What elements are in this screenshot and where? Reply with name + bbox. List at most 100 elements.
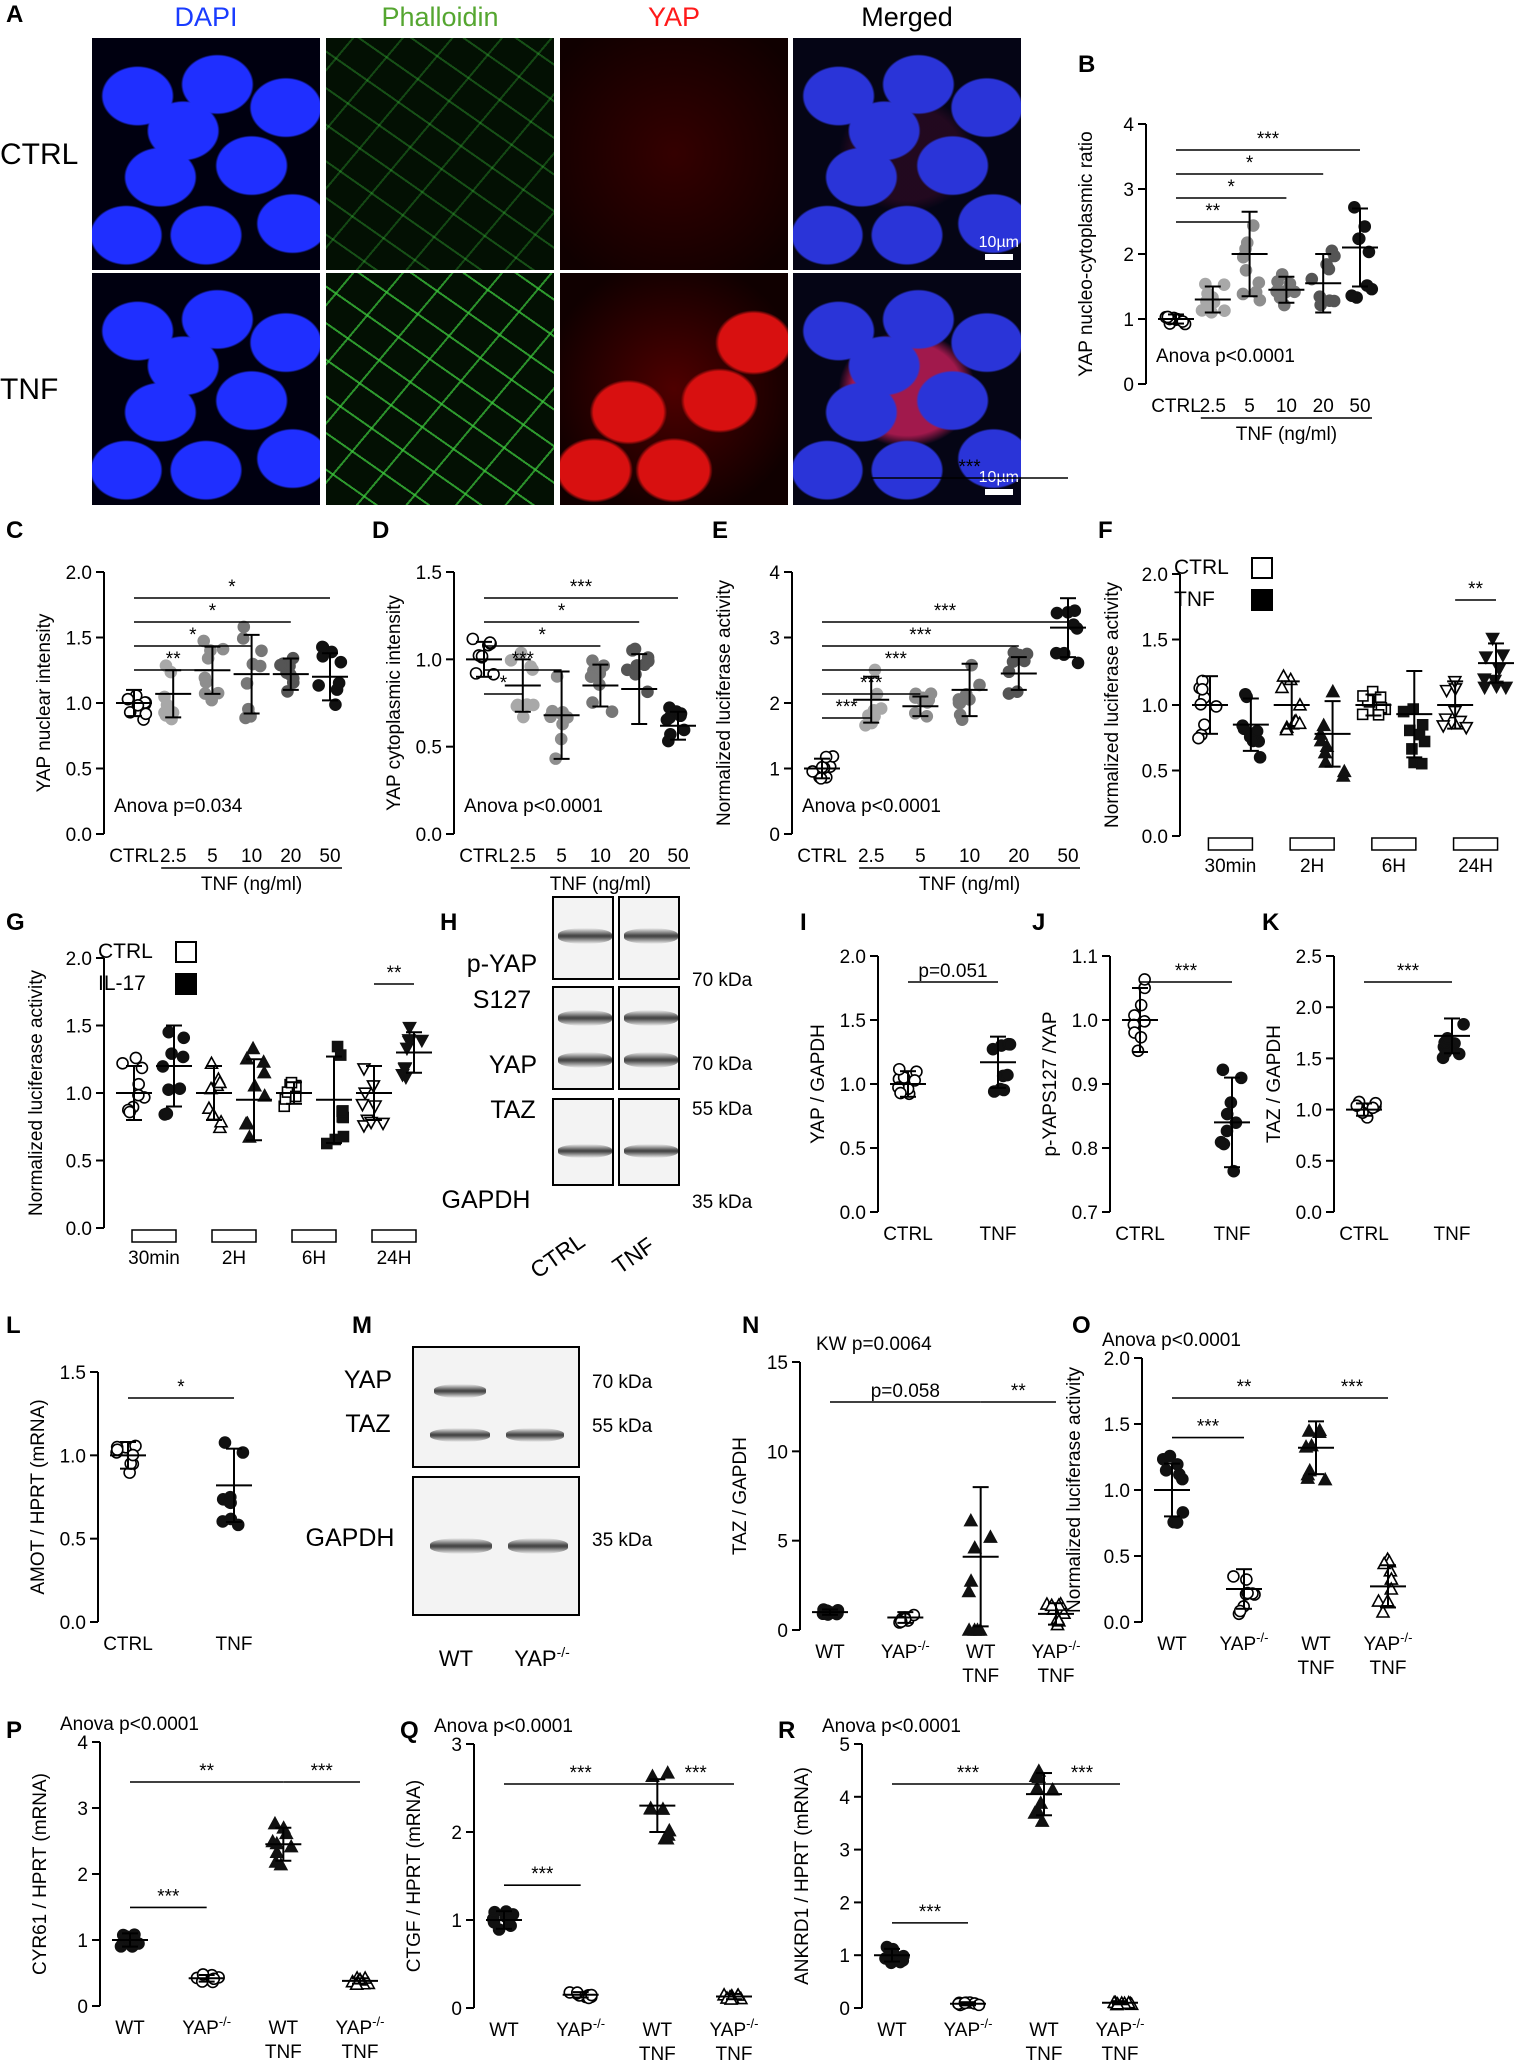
y-tick-label: 3: [839, 1841, 850, 1862]
data-point: [1375, 1604, 1391, 1618]
data-point: [1416, 719, 1429, 731]
data-point: [1240, 1573, 1253, 1586]
data-point: [256, 1054, 272, 1068]
channel-label-yap: YAP: [648, 2, 700, 32]
data-point: [963, 1512, 979, 1527]
x-tick-label: 2.5: [858, 846, 884, 867]
data-point: [584, 670, 598, 684]
data-point: [1138, 1015, 1151, 1028]
legend-swatch-filled: [1251, 589, 1273, 611]
blot-M-lane-label-wt: WT: [439, 1646, 473, 1671]
y-tick-label: 1.0: [1104, 1481, 1130, 1502]
x-tick-label: TNF: [342, 2042, 379, 2063]
x-tick-label: TNF: [1026, 2044, 1063, 2065]
data-point: [1253, 751, 1267, 764]
x-tick-label: 50: [1349, 396, 1370, 417]
blot-H-lane-label-ctrl: CTRL: [525, 1227, 589, 1283]
y-tick-label: 5: [777, 1532, 788, 1553]
blot-H-size: 35 kDa: [692, 1192, 753, 1213]
x-tick-label: TNF: [639, 2044, 676, 2065]
y-tick-label: 1: [769, 760, 780, 781]
y-tick-label: 2.5: [1296, 947, 1322, 968]
blot-M-label-taz: TAZ: [345, 1410, 390, 1438]
data-point: [973, 678, 986, 692]
data-point: [1200, 295, 1213, 308]
data-point: [641, 685, 654, 699]
sig-label: ***: [957, 1763, 980, 1784]
y-tick-label: 0: [1123, 375, 1134, 396]
data-point: [1322, 262, 1336, 276]
y-tick-label: 2: [769, 694, 780, 715]
x-tick-label: TNF: [1038, 1666, 1075, 1687]
y-tick-label: 1.1: [1072, 947, 1098, 968]
y-tick-label: 2: [1123, 245, 1134, 266]
sig-label: p=0.058: [871, 1381, 940, 1402]
data-point: [516, 710, 530, 724]
y-tick-label: 1.0: [1296, 1101, 1322, 1122]
x-tick-label: WT: [643, 2020, 673, 2041]
blot-H-lane-1-row-1: [618, 986, 680, 1090]
y-tick-label: 0.5: [416, 738, 442, 759]
sig-label: ***: [919, 1902, 942, 1923]
x-tick-label: TNF: [1370, 1658, 1407, 1679]
y-tick-label: 0: [777, 1621, 788, 1642]
y-axis-label: YAP cytoplasmic intensity: [384, 595, 405, 811]
data-point: [1176, 315, 1190, 328]
band-yap-wt: [434, 1384, 486, 1398]
data-point: [586, 654, 599, 667]
chart-D: 0.0 0.5 1.0 1.5 YAP cytoplasmic intensity CTR…: [384, 563, 696, 895]
data-point: [1159, 1464, 1173, 1477]
channel-label-phalloidin: Phalloidin: [381, 2, 498, 32]
group-bracket: [131, 1229, 177, 1243]
data-point: [283, 1838, 299, 1853]
sig-label: **: [1205, 201, 1220, 222]
blot-H-label-taz: TAZ: [490, 1096, 535, 1124]
blot-M-size: 55 kDa: [592, 1416, 653, 1437]
data-point: [255, 644, 268, 658]
panel-letter-G: G: [6, 909, 25, 936]
micrograph-tnf-yap: [560, 273, 788, 505]
blot-M-label-gapdh: GAPDH: [306, 1524, 395, 1552]
blot-M-size: 35 kDa: [592, 1530, 653, 1551]
y-axis-label: YAP / GAPDH: [808, 1024, 829, 1144]
superscript: -/-: [1400, 1630, 1412, 1645]
x-tick-label: 10: [1276, 396, 1297, 417]
y-axis-label: p-YAPS127 /YAP: [1040, 1011, 1061, 1156]
y-tick-label: 1.0: [840, 1075, 866, 1096]
data-point: [1348, 201, 1361, 214]
data-point: [1045, 1782, 1060, 1796]
band-taz-wt: [430, 1428, 490, 1442]
blot-H-lane-0-row-1: [552, 986, 614, 1090]
y-tick-label: 0.0: [1142, 827, 1168, 848]
data-point: [466, 632, 480, 646]
data-point: [1236, 719, 1249, 732]
legend-label: IL-17: [98, 972, 146, 995]
chart-N: 0 5 10 15 TAZ / GAPDH WT YAP-/- WT TNF YAP-/- TNF p…: [730, 1334, 1080, 1687]
data-point: [620, 663, 634, 677]
sig-label: ***: [311, 1761, 334, 1782]
data-point: [1374, 691, 1387, 703]
x-tick-label: YAP-/-: [710, 2016, 759, 2041]
data-point: [245, 1040, 261, 1055]
y-axis-label: CTGF / HPRT (mRNA): [404, 1780, 425, 1972]
data-point: [1224, 1096, 1238, 1109]
blot-H-lane-1-row-0: [618, 896, 680, 980]
data-point: [1317, 1471, 1333, 1486]
sig-label: ***: [959, 457, 982, 478]
panel-letter-M: M: [352, 1312, 372, 1339]
x-tick-label: 2.5: [510, 846, 536, 867]
data-point: [1246, 734, 1260, 748]
band-gapdh: [624, 1144, 678, 1158]
micrograph-ctrl-yap: [560, 38, 788, 270]
data-point: [1134, 998, 1148, 1012]
data-point: [1003, 1038, 1017, 1051]
y-tick-label: 0.0: [1104, 1613, 1130, 1634]
x-tick-label: 20: [1313, 396, 1334, 417]
data-point: [1271, 275, 1284, 288]
y-tick-label: 1: [1123, 310, 1134, 331]
micrograph-ctrl-merged: 10µm: [793, 38, 1021, 270]
y-tick-label: 0.5: [66, 1152, 92, 1173]
data-point: [1176, 1472, 1189, 1486]
panel-letter-L: L: [6, 1312, 21, 1339]
y-tick-label: 1.0: [66, 1084, 92, 1105]
